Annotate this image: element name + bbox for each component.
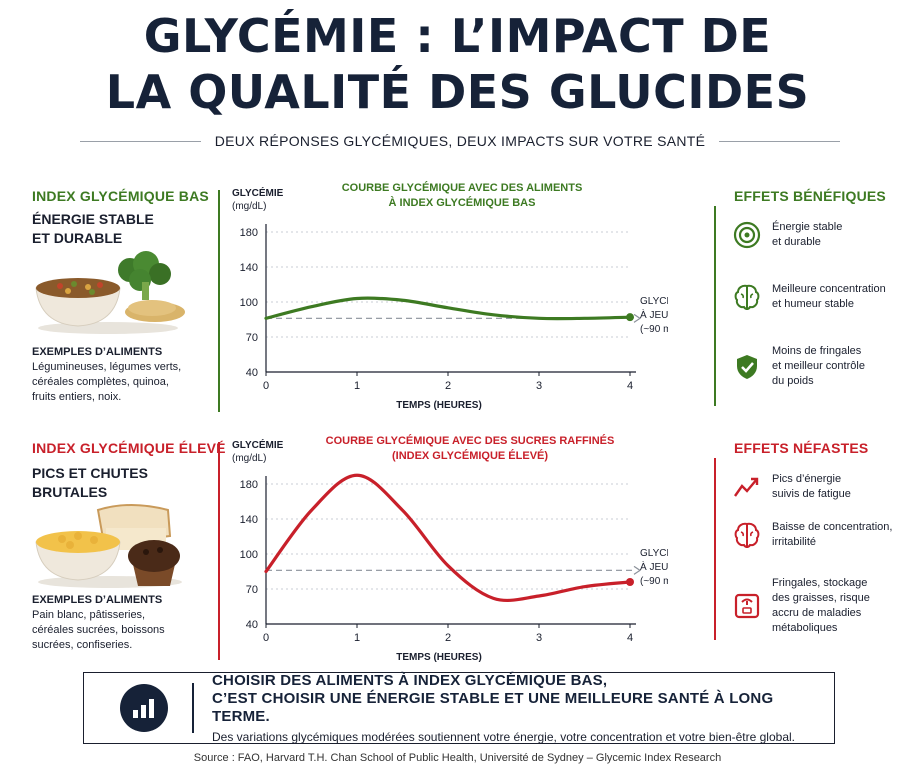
beneficial-effects-heading: EFFETS BÉNÉFIQUES — [734, 188, 886, 204]
low-gi-divider — [218, 190, 220, 412]
y-tick-label: 40 — [246, 619, 258, 631]
high-gi-examples-title: EXEMPLES D’ALIMENTS — [32, 594, 163, 606]
glycemic-curve — [264, 296, 632, 321]
high-chart-baseline-label-1: GLYCÉMIE — [640, 546, 668, 559]
y-tick-label: 70 — [246, 332, 258, 344]
low-chart-title-line1: COURBE GLYCÉMIQUE AVEC DES ALIMENTS — [342, 181, 583, 194]
x-tick-label: 2 — [445, 632, 451, 644]
effect-item-fat-storage: Fringales, stockage des graisses, risque… — [732, 576, 870, 636]
harmful-effects-divider — [714, 458, 716, 640]
low-gi-heading: INDEX GLYCÉMIQUE BAS — [32, 188, 209, 204]
x-tick-label: 3 — [536, 632, 542, 644]
bar-chart-icon — [120, 684, 168, 732]
shield-check-icon — [737, 354, 757, 379]
page-title-line1: GLYCÉMIE : L’IMPACT DE — [143, 9, 772, 63]
effect-text: Pics d’énergie suivis de fatigue — [772, 473, 851, 500]
x-tick-label: 0 — [263, 380, 269, 392]
effect-item-concentration: Meilleure concentration et humeur stable — [732, 282, 886, 312]
baseline-arrow — [633, 565, 642, 575]
beneficial-effects-divider — [714, 206, 716, 406]
subtitle-row: DEUX RÉPONSES GLYCÉMIQUES, DEUX IMPACTS … — [80, 130, 841, 152]
x-tick-label: 1 — [354, 632, 360, 644]
y-tick-label: 40 — [246, 367, 258, 379]
effect-item-low-concentration: Baisse de concentration, irritabilité — [732, 520, 892, 550]
high-chart-ylabel-line2: (mg/dL) — [232, 453, 266, 464]
high-gi-heading: INDEX GLYCÉMIQUE ÉLEVÉ — [32, 440, 226, 456]
subtitle: DEUX RÉPONSES GLYCÉMIQUES, DEUX IMPACTS … — [214, 133, 706, 149]
y-tick-label: 100 — [240, 549, 258, 561]
low-chart-xlabel: TEMPS (HEURES) — [396, 400, 482, 411]
high-chart-title-line2: (INDEX GLYCÉMIQUE ÉLEVÉ) — [392, 449, 548, 462]
high-chart-ylabel-line1: GLYCÉMIE — [232, 438, 284, 451]
y-tick-label: 180 — [240, 479, 258, 491]
low-chart-ylabel-line1: GLYCÉMIE — [232, 186, 284, 199]
source-citation: Source : FAO, Harvard T.H. Chan School o… — [193, 752, 722, 764]
x-tick-label: 1 — [354, 380, 360, 392]
low-chart-ylabel-line2: (mg/dL) — [232, 201, 266, 212]
low-chart-baseline-label-1: GLYCÉMIE — [640, 294, 668, 307]
effect-item-cravings: Moins de fringales et meilleur contrôle … — [732, 344, 865, 389]
x-tick-label: 2 — [445, 380, 451, 392]
x-tick-label: 3 — [536, 380, 542, 392]
x-tick-label: 0 — [263, 632, 269, 644]
high-gi-food-image — [35, 504, 182, 588]
effect-text: Meilleure concentration et humeur stable — [772, 283, 886, 310]
y-tick-label: 180 — [240, 227, 258, 239]
conclusion-separator — [192, 683, 194, 733]
conclusion-box: CHOISIR DES ALIMENTS À INDEX GLYCÉMIQUE … — [83, 672, 835, 744]
y-tick-label: 100 — [240, 297, 258, 309]
x-tick-label: 4 — [627, 632, 633, 644]
effect-text: Moins de fringales et meilleur contrôle … — [772, 345, 865, 387]
low-chart-baseline-label-3: (~90 mg/dL) — [640, 324, 668, 335]
trend-zigzag-icon — [734, 477, 759, 497]
harmful-effects-heading: EFFETS NÉFASTES — [734, 440, 869, 456]
low-chart-baseline-label-2: À JEUN — [640, 308, 668, 321]
curve-end-point — [626, 578, 634, 586]
effect-text: Énergie stable et durable — [772, 221, 843, 248]
high-chart-baseline-label-3: (~90 mg/dL) — [640, 576, 668, 587]
low-gi-food-image — [35, 251, 185, 334]
high-chart-title-line1: COURBE GLYCÉMIQUE AVEC DES SUCRES RAFFIN… — [326, 434, 615, 447]
high-gi-chart: GLYCÉMIE (mg/dL) COURBE GLYCÉMIQUE AVEC … — [232, 434, 668, 663]
brain-icon — [734, 284, 760, 311]
low-gi-chart: GLYCÉMIE (mg/dL) COURBE GLYCÉMIQUE AVEC … — [232, 181, 668, 411]
subtitle-rule-left — [80, 140, 201, 142]
brain-icon — [734, 522, 760, 549]
y-tick-label: 140 — [240, 514, 258, 526]
subtitle-rule-right — [719, 140, 841, 142]
conclusion-body: Des variations glycémiques modérées sout… — [212, 730, 795, 744]
high-gi-subheading: PICS ET CHUTES BRUTALES — [32, 465, 148, 500]
low-chart-title-line2: À INDEX GLYCÉMIQUE BAS — [389, 196, 536, 209]
baseline-arrow — [633, 313, 642, 323]
high-chart-xlabel: TEMPS (HEURES) — [396, 652, 482, 663]
conclusion-text: CHOISIR DES ALIMENTS À INDEX GLYCÉMIQUE … — [212, 672, 834, 744]
effect-text: Fringales, stockage des graisses, risque… — [772, 577, 870, 634]
high-gi-examples-text: Pain blanc, pâtisseries, céréales sucrée… — [32, 609, 165, 651]
glycemic-curve — [264, 473, 632, 602]
scale-icon — [734, 593, 760, 619]
page-title-line2: LA QUALITÉ DES GLUCIDES — [105, 65, 810, 119]
curve-end-point — [626, 313, 634, 322]
low-gi-subheading: ÉNERGIE STABLE ET DURABLE — [32, 211, 154, 246]
high-chart-baseline-label-2: À JEUN — [640, 560, 668, 573]
low-gi-examples-title: EXEMPLES D’ALIMENTS — [32, 346, 163, 358]
y-tick-label: 70 — [246, 584, 258, 596]
effect-item-stable-energy: Énergie stable et durable — [732, 220, 842, 250]
target-icon — [733, 221, 761, 249]
y-tick-label: 140 — [240, 262, 258, 274]
x-tick-label: 4 — [627, 380, 633, 392]
conclusion-headline-line2: C’EST CHOISIR UNE ÉNERGIE STABLE ET UNE … — [212, 690, 774, 725]
effect-item-energy-spikes: Pics d’énergie suivis de fatigue — [732, 472, 851, 502]
conclusion-headline-line1: CHOISIR DES ALIMENTS À INDEX GLYCÉMIQUE … — [212, 672, 608, 689]
effect-text: Baisse de concentration, irritabilité — [772, 521, 893, 548]
low-gi-examples-text: Légumineuses, légumes verts, céréales co… — [32, 361, 182, 403]
high-gi-divider — [218, 442, 220, 660]
